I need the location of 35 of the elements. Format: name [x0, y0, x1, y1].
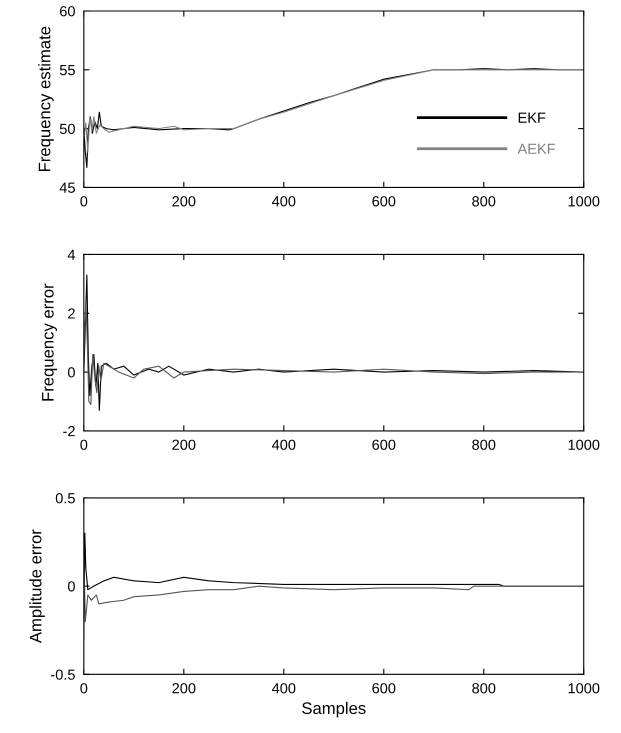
y-tick-label: 0: [68, 581, 75, 592]
y-tick-label: 2: [68, 308, 75, 319]
y-tick-label: 50: [60, 124, 75, 134]
text: AEKF: [518, 144, 556, 154]
x-tick-label: 400: [272, 440, 296, 450]
x-tick-label: 1000: [568, 196, 600, 206]
y-axis-title: Frequency error: [42, 284, 57, 401]
x-tick-label: 0: [80, 440, 88, 450]
x-tick-label: 0: [80, 683, 88, 694]
y-tick-label: -2: [63, 426, 75, 436]
y-tick-label: -0.5: [51, 669, 75, 680]
y-tick-label: 4: [68, 250, 76, 260]
x-tick-label: 1000: [568, 440, 600, 450]
x-tick-label: 1000: [568, 683, 600, 694]
x-tick-label: 800: [472, 683, 496, 694]
x-tick-label: 600: [372, 196, 396, 206]
x-tick-label: 800: [472, 440, 496, 450]
y-tick-label: 60: [60, 6, 75, 16]
x-tick-label: 800: [472, 196, 496, 206]
y-tick-label: 0.5: [56, 493, 75, 504]
x-tick-label: 600: [372, 440, 396, 450]
y-tick-label: 55: [60, 65, 75, 76]
y-tick-label: 45: [60, 182, 75, 193]
x-tick-label: 0: [80, 196, 88, 206]
x-tick-label: 200: [172, 196, 196, 206]
x-axis-title: Samples: [302, 702, 366, 718]
x-tick-label: 200: [172, 440, 196, 450]
x-tick-label: 400: [272, 196, 296, 206]
x-tick-label: 400: [272, 683, 296, 694]
y-tick-label: 0: [68, 367, 75, 378]
text: EKF: [518, 112, 546, 123]
y-axis-title: Frequency estimate: [38, 26, 54, 172]
x-tick-label: 600: [372, 683, 396, 694]
x-tick-label: 200: [172, 683, 196, 694]
y-axis-title: Amplitude error: [29, 529, 45, 644]
